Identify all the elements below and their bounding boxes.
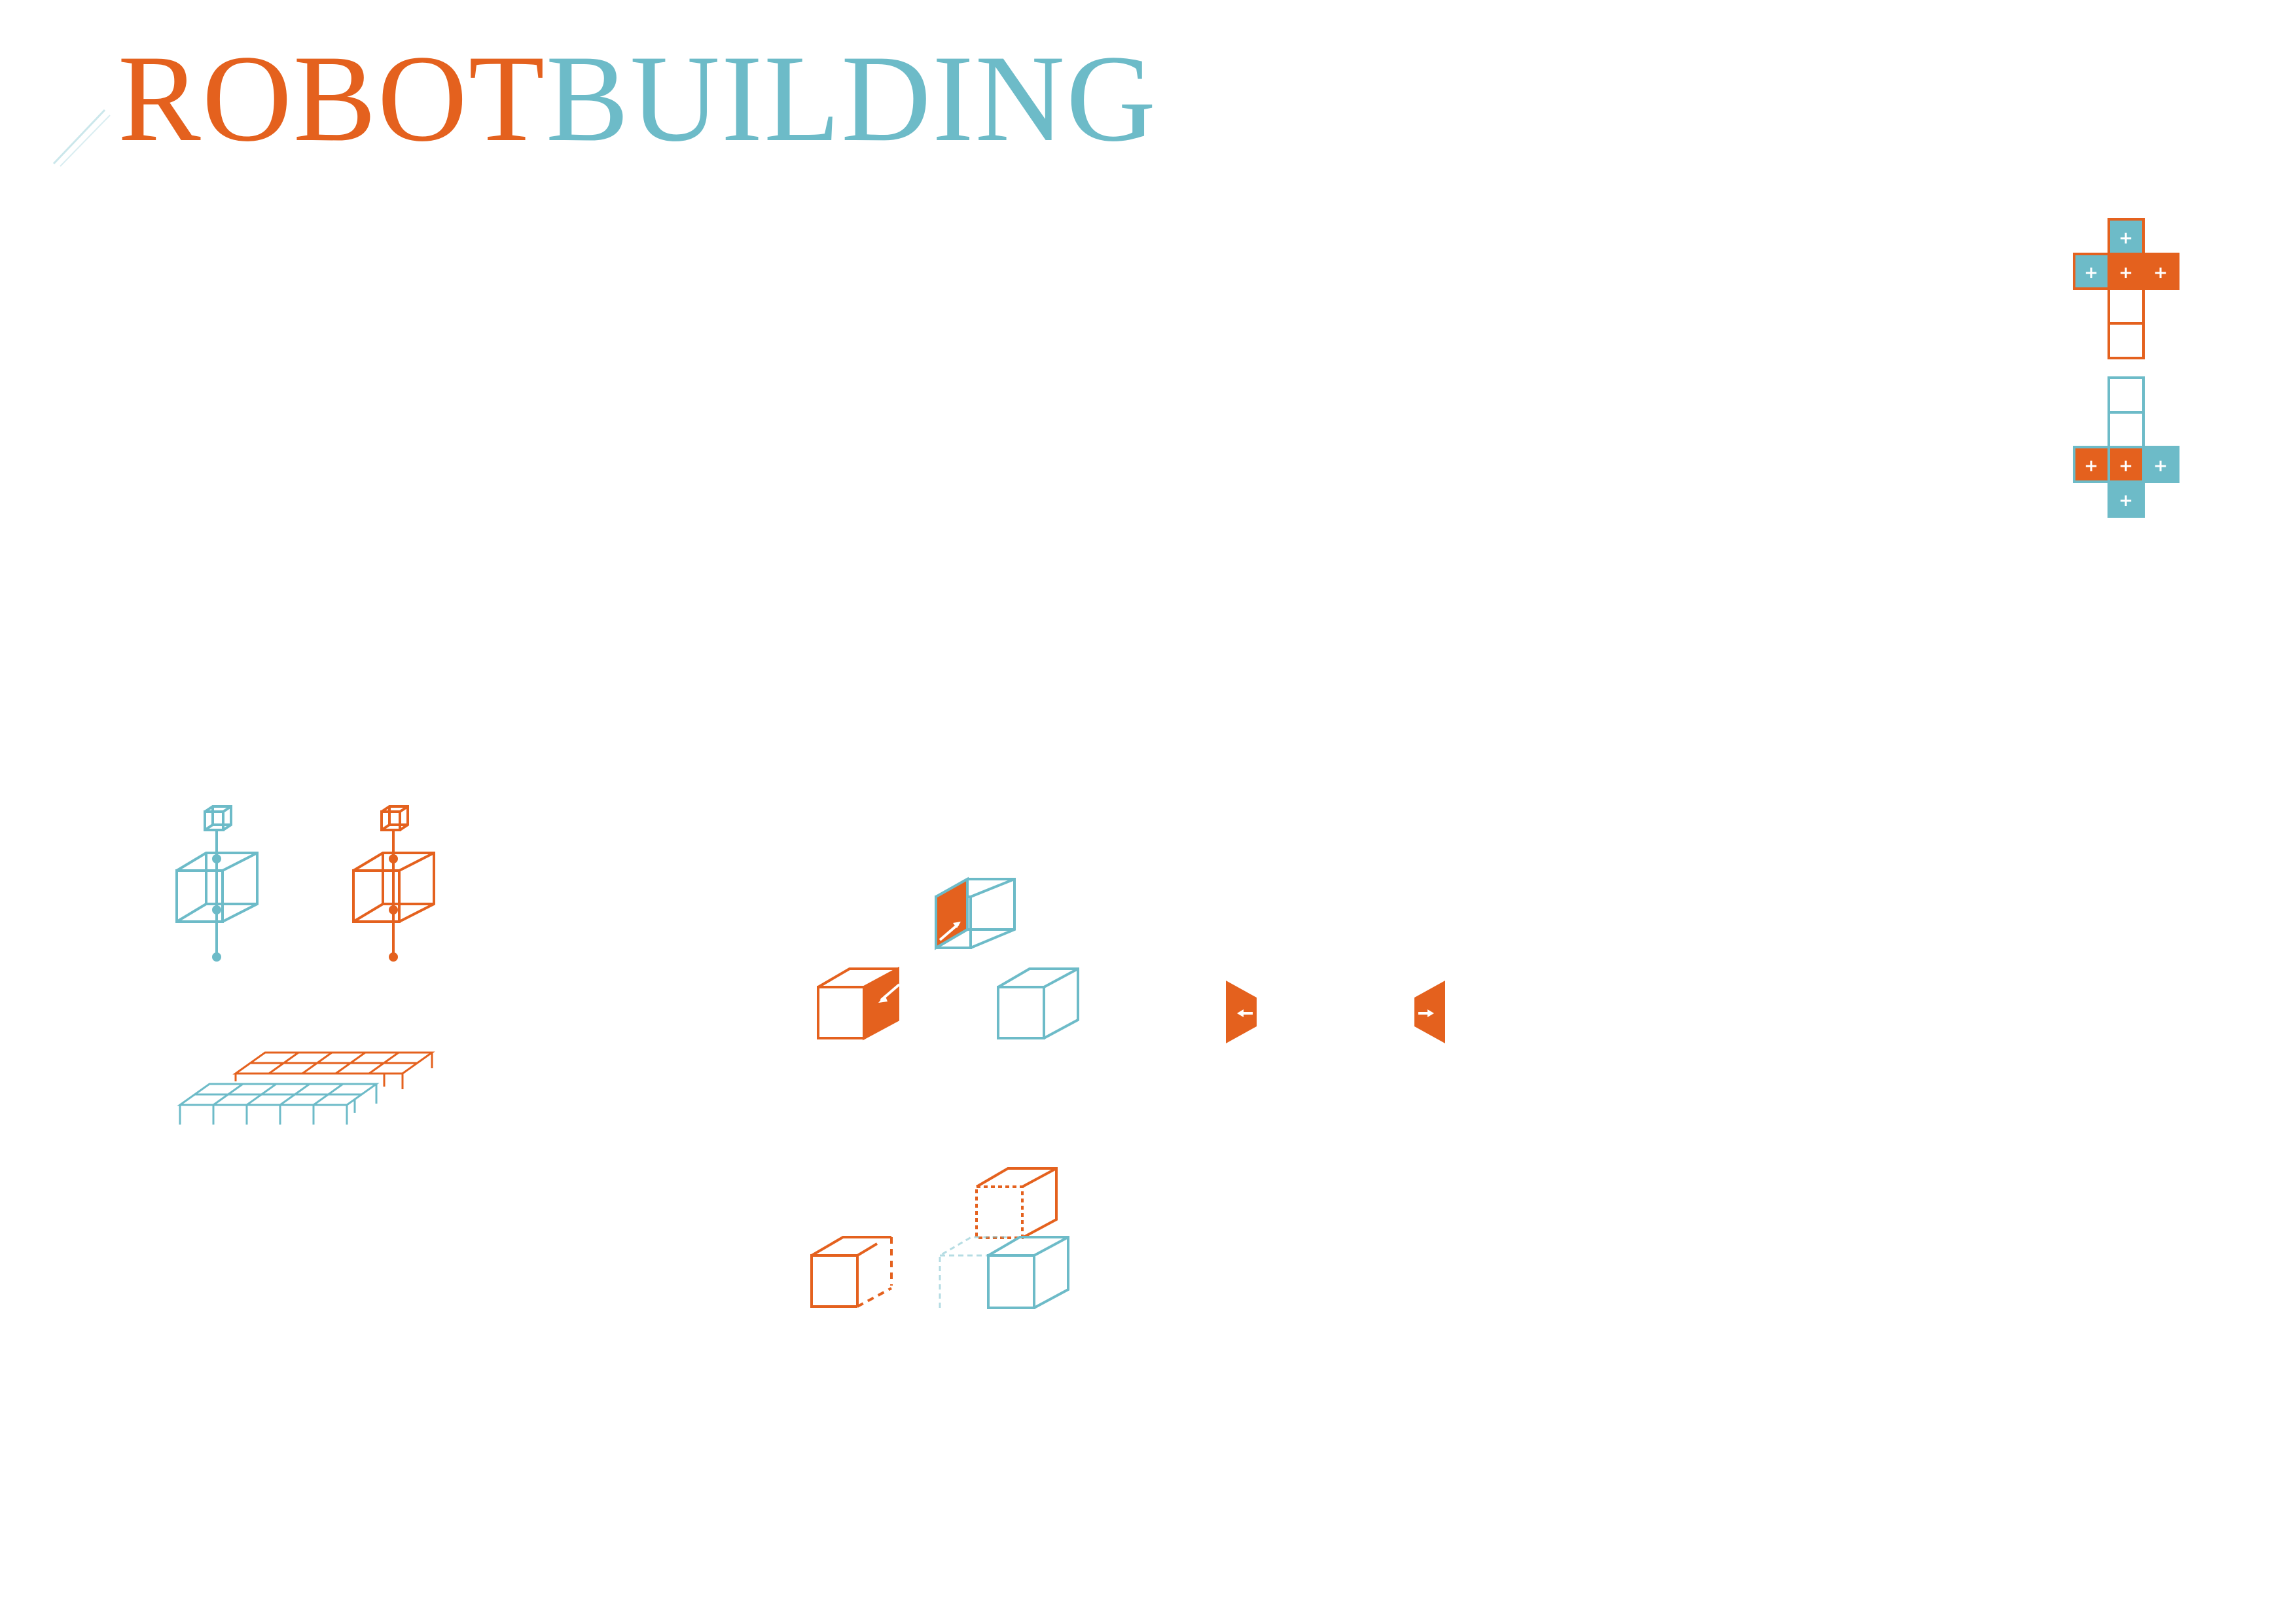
cube-blue-stack-base (987, 1236, 1069, 1309)
title-robot: ROBOT (118, 30, 546, 168)
plus-symbol: + (2153, 456, 2168, 476)
face-panel-right (1414, 981, 1445, 1043)
plus-symbol: + (2084, 456, 2098, 476)
cube-face-remove-orange (817, 966, 901, 1041)
title-building: BUILDING (546, 30, 1157, 168)
grid-platform-orange (232, 1051, 435, 1089)
plus-symbol: + (2119, 228, 2133, 248)
plus-symbol: + (2119, 456, 2133, 476)
exploded-cube-orange (352, 805, 435, 962)
cube-net-blue (2073, 376, 2179, 518)
cube-net-orange (2073, 218, 2179, 359)
title-accent-line (52, 109, 106, 165)
cube-orange-open (810, 1236, 893, 1308)
cube-face-insert-top (935, 876, 1016, 950)
plus-symbol: + (2084, 263, 2098, 283)
plus-symbol: + (2153, 263, 2168, 283)
cube-orange-dashed-top (975, 1167, 1058, 1239)
cube-blue-ghost (939, 1236, 1008, 1308)
grid-platform-blue (177, 1083, 380, 1125)
plus-symbol: + (2119, 263, 2133, 283)
page-title: ROBOTBUILDING (52, 30, 1157, 168)
cube-blue-plain (997, 967, 1079, 1039)
title-accent-line-2 (60, 115, 111, 167)
cube-net-blue-plus-signs: + + + + (2084, 456, 2168, 511)
exploded-cube-blue (175, 805, 259, 962)
plus-symbol: + (2119, 491, 2133, 511)
svg-text:ROBOTBUILDING: ROBOTBUILDING (118, 30, 1157, 168)
cube-net-orange-plus-signs: + + + + (2084, 228, 2168, 283)
face-panel-left (1226, 981, 1257, 1043)
